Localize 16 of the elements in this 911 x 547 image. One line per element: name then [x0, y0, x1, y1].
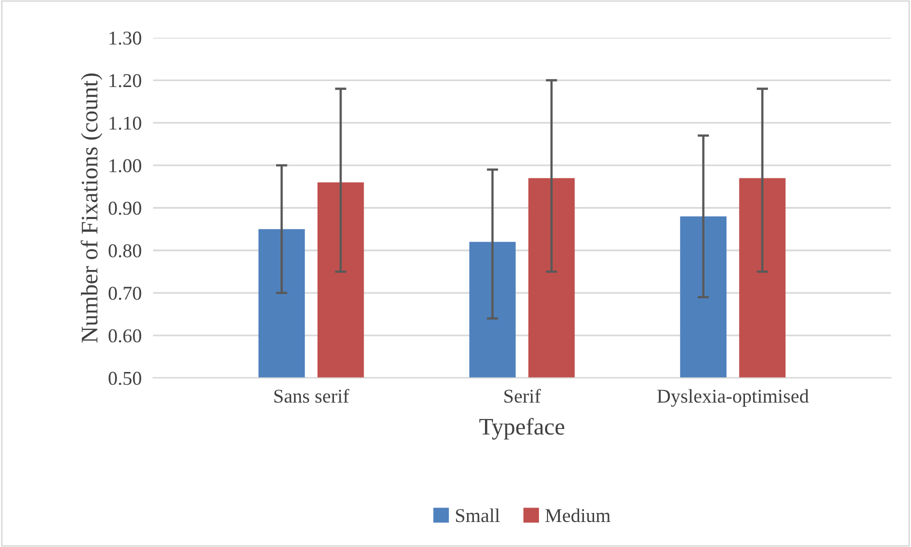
y-tick-label: 0.70 [108, 286, 142, 300]
y-tick-label: 0.50 [108, 372, 142, 385]
x-tick-label: Dyslexia-optimised [657, 389, 809, 407]
x-tick-label: Sans serif [274, 388, 350, 403]
y-tick-label: 0.60 [108, 329, 142, 342]
y-tick-label: 1.10 [110, 116, 142, 130]
y-tick-label: 1.30 [110, 32, 142, 45]
x-tick-label: Serif [504, 388, 541, 403]
y-tick-label: 0.90 [108, 202, 142, 215]
legend-label: Small [456, 508, 500, 522]
y-tick-label: 1.00 [110, 159, 142, 172]
x-axis-title: Typeface [479, 418, 564, 440]
legend-label: Medium [545, 508, 610, 522]
y-tick-label: 0.80 [108, 244, 142, 258]
y-tick-label: 1.20 [110, 74, 142, 88]
y-axis-title: Number of Fixations (count) [80, 73, 102, 343]
